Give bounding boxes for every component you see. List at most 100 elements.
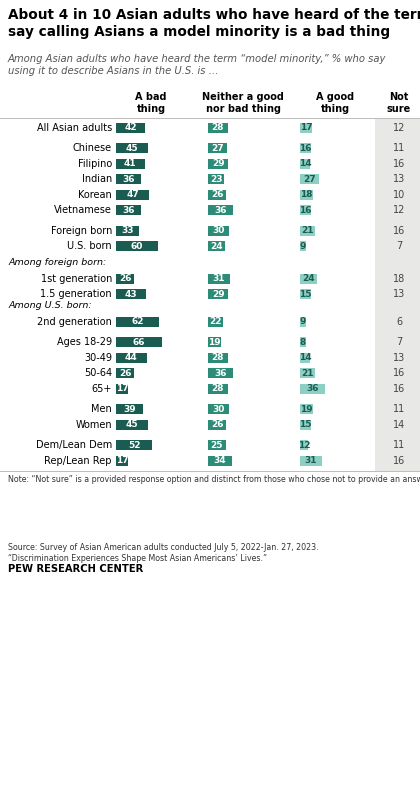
Bar (300, 440, 308, 450)
Text: 7: 7 (396, 337, 402, 348)
Text: 31: 31 (304, 457, 317, 465)
Text: 11: 11 (393, 404, 405, 414)
Bar (208, 440, 226, 450)
Text: 36: 36 (122, 175, 135, 184)
Text: Women: Women (75, 419, 112, 430)
Bar (116, 205, 141, 215)
Bar (300, 274, 317, 284)
Text: 41: 41 (124, 160, 136, 168)
Text: 18: 18 (300, 190, 312, 199)
Text: 17: 17 (116, 457, 128, 465)
Bar (208, 190, 226, 200)
Text: 44: 44 (125, 353, 138, 363)
Bar (116, 456, 128, 466)
Bar (116, 440, 152, 450)
Text: 19: 19 (300, 404, 313, 414)
Text: Vietnamese: Vietnamese (54, 205, 112, 215)
Text: 13: 13 (393, 353, 405, 363)
Text: 24: 24 (210, 242, 223, 250)
Bar (208, 289, 228, 299)
Text: 7: 7 (396, 241, 402, 251)
Text: 34: 34 (214, 457, 226, 465)
Text: 27: 27 (303, 175, 316, 184)
Text: 52: 52 (128, 441, 140, 450)
Text: Ages 18-29: Ages 18-29 (57, 337, 112, 348)
Bar (208, 404, 229, 414)
Text: 16: 16 (393, 368, 405, 378)
Text: 2nd generation: 2nd generation (37, 317, 112, 327)
Text: 27: 27 (211, 144, 224, 152)
Text: 36: 36 (122, 205, 135, 215)
Text: All Asian adults: All Asian adults (37, 122, 112, 133)
Bar (116, 384, 128, 393)
Bar (208, 241, 225, 251)
Text: 1st generation: 1st generation (41, 274, 112, 284)
Text: 29: 29 (212, 160, 224, 168)
Bar (208, 456, 232, 466)
Text: 33: 33 (121, 226, 134, 235)
Bar (116, 317, 160, 327)
Bar (208, 353, 228, 363)
Text: Note: “Not sure” is a provided response option and distinct from those who chose: Note: “Not sure” is a provided response … (8, 475, 420, 483)
Bar (300, 384, 325, 393)
Text: 16: 16 (393, 456, 405, 466)
Bar (300, 368, 315, 378)
Text: 43: 43 (125, 290, 137, 299)
Text: 14: 14 (393, 419, 405, 430)
Bar (300, 241, 306, 251)
Text: 45: 45 (126, 144, 138, 152)
Bar (208, 143, 227, 153)
Text: 50-64: 50-64 (84, 368, 112, 378)
Text: 28: 28 (212, 353, 224, 363)
Bar (208, 205, 233, 215)
Bar (300, 143, 311, 153)
Text: 16: 16 (299, 205, 312, 215)
Text: 17: 17 (116, 384, 128, 393)
Text: 19: 19 (208, 338, 221, 347)
Text: 22: 22 (210, 318, 222, 326)
Text: Among Asian adults who have heard the term “model minority,” % who say
using it : Among Asian adults who have heard the te… (8, 54, 386, 77)
Bar (208, 175, 224, 184)
Text: 26: 26 (211, 420, 223, 429)
Bar (116, 368, 134, 378)
Text: PEW RESEARCH CENTER: PEW RESEARCH CENTER (8, 565, 143, 574)
Text: 31: 31 (213, 274, 225, 284)
Bar (300, 175, 319, 184)
Bar (116, 175, 141, 184)
Text: 13: 13 (393, 175, 405, 184)
Bar (208, 384, 228, 393)
Bar (300, 456, 322, 466)
Text: 18: 18 (393, 274, 405, 284)
Bar (208, 226, 229, 235)
Bar (300, 226, 315, 235)
Bar (116, 143, 147, 153)
Text: About 4 in 10 Asian adults who have heard of the term
say calling Asians a model: About 4 in 10 Asian adults who have hear… (8, 8, 420, 39)
Text: 26: 26 (211, 190, 223, 199)
Text: Among foreign born:: Among foreign born: (8, 258, 106, 267)
Text: Source: Survey of Asian American adults conducted July 5, 2022-Jan. 27, 2023.
“D: Source: Survey of Asian American adults … (8, 543, 319, 562)
Text: 36: 36 (214, 205, 227, 215)
Text: 11: 11 (393, 440, 405, 450)
Text: 60: 60 (131, 242, 143, 250)
Text: Korean: Korean (78, 190, 112, 200)
Bar (208, 274, 230, 284)
Text: Neither a good
nor bad thing: Neither a good nor bad thing (202, 92, 284, 114)
Bar (300, 337, 306, 348)
Text: 12: 12 (393, 122, 405, 133)
Text: 30-49: 30-49 (84, 353, 112, 363)
Text: 16: 16 (299, 144, 312, 152)
Text: 14: 14 (299, 353, 311, 363)
Text: 47: 47 (126, 190, 139, 199)
Text: 45: 45 (126, 420, 138, 429)
Bar (300, 205, 311, 215)
Bar (300, 353, 310, 363)
Bar (116, 353, 147, 363)
Text: 12: 12 (393, 205, 405, 215)
Text: 9: 9 (300, 242, 306, 250)
Bar (208, 159, 228, 169)
Text: 26: 26 (119, 274, 131, 284)
Text: 26: 26 (119, 369, 131, 378)
Text: 36: 36 (306, 384, 319, 393)
Text: Chinese: Chinese (73, 143, 112, 153)
Text: 42: 42 (124, 123, 137, 132)
